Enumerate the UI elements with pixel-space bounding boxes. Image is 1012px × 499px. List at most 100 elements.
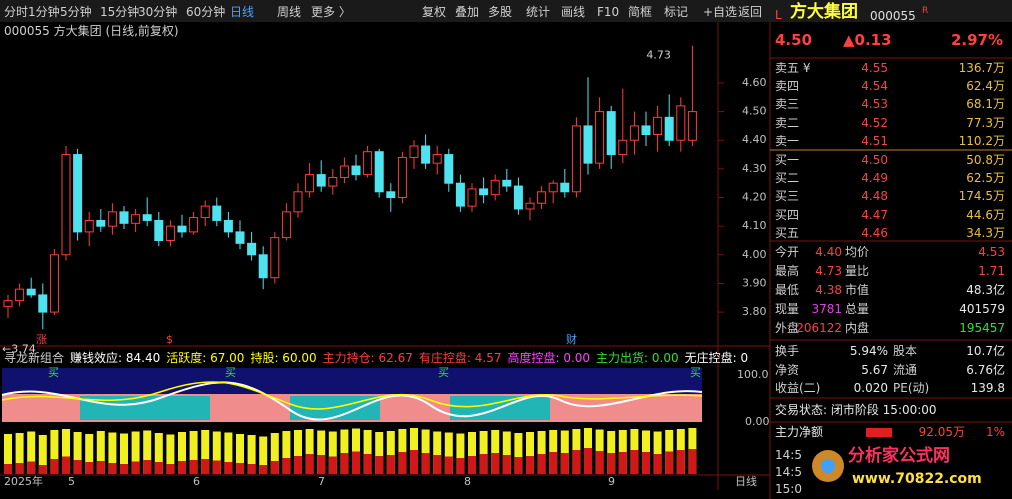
book-price: 4.46 — [861, 225, 888, 240]
stat-label: 现量 — [775, 302, 800, 316]
indicator-bar — [410, 450, 418, 474]
toolbar-tab[interactable]: 60分钟 — [186, 5, 226, 19]
indicator-bar — [537, 454, 546, 474]
candle-body — [96, 219, 106, 227]
candle-body — [154, 219, 164, 241]
indicator-bar — [444, 456, 453, 474]
candle-body — [165, 225, 175, 241]
book-volume: 136.7万 — [958, 61, 1005, 75]
indicator-item: 赚钱效应: 84.40 — [70, 351, 161, 365]
indicator-bar — [4, 434, 12, 474]
stat-label: 总量 — [845, 302, 870, 316]
stat-value: 4.53 — [978, 245, 1005, 259]
last-price: 4.50 — [775, 31, 813, 49]
candle-body — [618, 139, 628, 156]
y-tick-label: 3.80 — [742, 305, 767, 318]
indicator-bar — [189, 431, 198, 474]
indicator-bar — [294, 456, 302, 474]
indicator-bar — [236, 463, 244, 474]
indicator-bar — [62, 456, 70, 474]
toolbar-button[interactable]: 返回 — [738, 5, 763, 19]
toolbar-tab[interactable]: 更多 〉 — [311, 5, 351, 19]
indicator-bar — [491, 430, 500, 474]
toolbar-tab[interactable]: 日线 — [230, 5, 255, 19]
indicator-bar — [479, 454, 488, 474]
toolbar-tab[interactable]: 5分钟 — [60, 5, 92, 19]
toolbar-button[interactable]: 统计 — [526, 5, 551, 19]
indicator-bar — [688, 449, 697, 474]
candle-body — [525, 202, 535, 210]
book-price: 4.52 — [861, 115, 888, 130]
indicator-bar — [595, 451, 604, 474]
toolbar-tab[interactable]: 分时 — [4, 5, 29, 19]
stat-value: 0.020 — [853, 381, 888, 395]
stat-label: 量比 — [845, 264, 870, 278]
stat-label: 流通 — [893, 362, 918, 377]
indicator-line — [1, 381, 703, 421]
toolbar-button[interactable]: 标记 — [664, 5, 689, 19]
x-tick-label: 8 — [464, 475, 471, 488]
stat-value: 6.76亿 — [966, 362, 1005, 377]
toolbar-button[interactable]: F10 — [597, 5, 620, 19]
indicator-bar — [212, 431, 221, 474]
indicator-bar — [73, 432, 82, 474]
indicator-tick: 0.00 — [745, 415, 770, 428]
indicator-bar — [224, 462, 233, 474]
indicator-bar — [560, 453, 569, 474]
toolbar-button[interactable]: +自选 — [703, 5, 738, 19]
change-pct: 2.97% — [950, 31, 1003, 49]
book-price: 4.48 — [861, 189, 888, 204]
indicator-bar — [653, 454, 662, 474]
stat-label: 换手 — [775, 344, 800, 358]
indicator-item: 持股: 60.00 — [250, 351, 317, 365]
indicator-header: 寻龙新组合 赚钱效应: 84.40 活跃度: 67.00 持股: 60.00 主力持仓:… — [4, 349, 748, 366]
indicator-bar — [456, 458, 465, 474]
book-label: 卖三 — [775, 97, 800, 112]
indicator-bar — [166, 434, 175, 474]
toolbar-button[interactable]: 叠加 — [455, 5, 480, 19]
toolbar-tab[interactable]: 15分钟 — [100, 5, 140, 19]
indicator-bar — [85, 434, 94, 474]
toolbar-button[interactable]: 复权 — [422, 5, 447, 19]
indicator-bar — [676, 450, 685, 474]
candle-body — [351, 165, 361, 176]
y-tick-label: 3.90 — [742, 276, 767, 289]
toolbar-button[interactable]: 多股 — [488, 5, 513, 19]
toolbar-button[interactable]: 简框 — [628, 5, 653, 19]
watermark-logo — [821, 459, 835, 473]
y-tick-label: 4.10 — [742, 219, 767, 232]
toolbar-tab[interactable]: 周线 — [277, 5, 302, 19]
candle-body — [49, 254, 59, 313]
indicator-bar — [433, 431, 442, 474]
indicator-bar — [328, 431, 337, 474]
indicator-item: 寻龙新组合 — [4, 351, 65, 365]
indicator-bar — [444, 432, 453, 474]
stat-label: 市值 — [845, 283, 870, 297]
indicator-bar — [212, 460, 221, 474]
watermark-title: 分析家公式网 — [848, 446, 950, 466]
candle-body — [339, 165, 349, 178]
toolbar-tab[interactable]: 30分钟 — [138, 5, 178, 19]
stat-label: 净资 — [775, 362, 800, 377]
indicator-bar — [526, 432, 534, 474]
candle-body — [595, 111, 605, 164]
book-label: 买四 — [775, 207, 800, 222]
stat-value: 195457 — [959, 321, 1005, 335]
book-price: 4.47 — [861, 207, 888, 222]
indicator-bar — [618, 452, 627, 474]
stat-value: 10.7亿 — [966, 344, 1005, 358]
toolbar-tab[interactable]: 1分钟 — [28, 5, 60, 19]
indicator-bar — [96, 461, 105, 474]
candle-body — [258, 254, 268, 279]
x-tick-label: 9 — [608, 475, 615, 488]
indicator-bar — [38, 435, 47, 474]
indicator-bar — [247, 464, 256, 474]
indicator-bar — [73, 460, 82, 474]
candle-body — [131, 214, 141, 224]
indicator-bar — [294, 430, 302, 474]
indicator-bar — [259, 436, 268, 474]
toolbar-button[interactable]: 画线 — [561, 5, 586, 19]
change: ▲0.13 — [843, 31, 892, 49]
candle-body — [397, 156, 407, 199]
